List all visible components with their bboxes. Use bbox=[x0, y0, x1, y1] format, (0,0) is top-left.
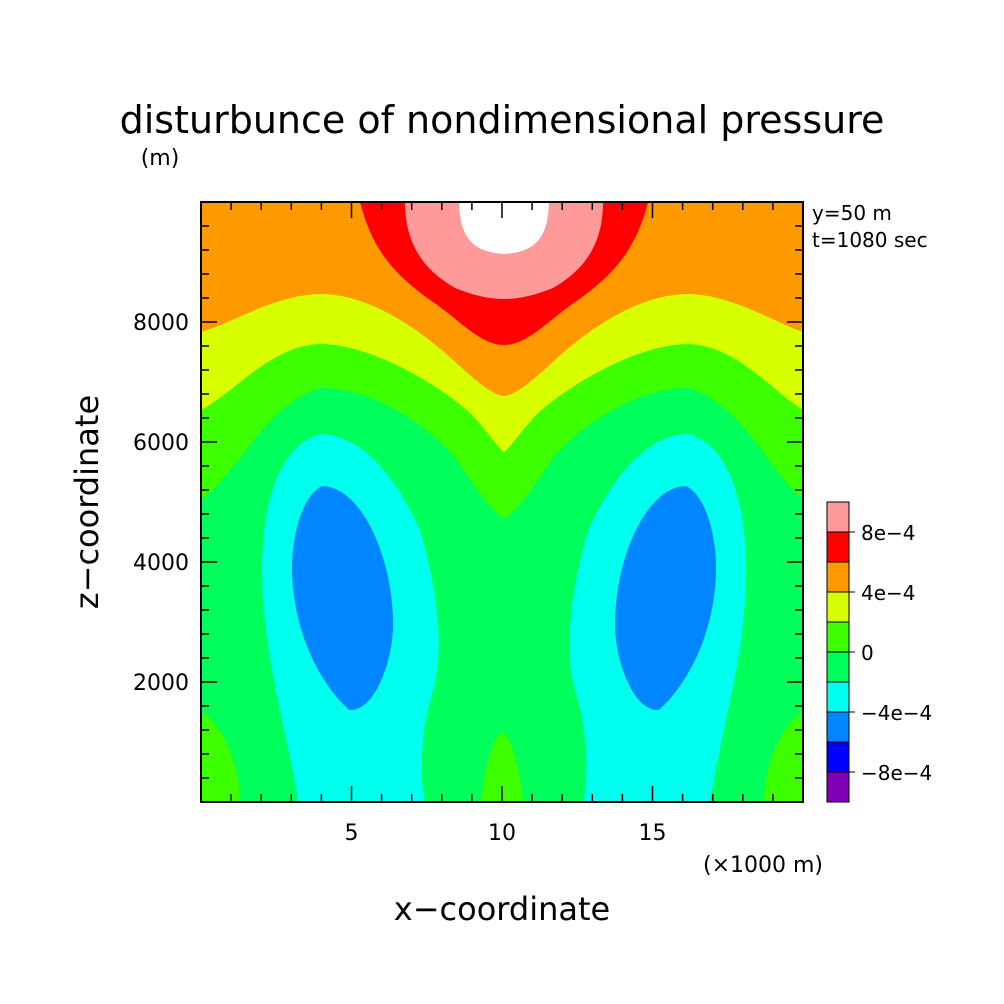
x-axis-label: x−coordinate bbox=[394, 890, 610, 928]
x-axis-unit: (×1000 m) bbox=[703, 853, 823, 878]
colorbar-swatch bbox=[826, 741, 850, 773]
x-tick-label: 15 bbox=[639, 821, 667, 846]
contour-band-center-bottom-ge-0 bbox=[481, 732, 523, 802]
contour-band-upper-ge-10e-4 bbox=[459, 202, 549, 254]
colorbar-swatch bbox=[826, 651, 850, 683]
x-axis: 5 10 15 bbox=[230, 202, 774, 846]
colorbar-swatch bbox=[826, 621, 850, 653]
contour-band-left-lt-minus-4e-4 bbox=[292, 486, 393, 711]
colorbar-label: −4e−4 bbox=[861, 701, 932, 725]
y-tick-label: 4000 bbox=[133, 551, 189, 576]
contour-band-right-lt-minus-4e-4 bbox=[615, 486, 716, 711]
annotation-block: y=50 m t=1080 sec bbox=[812, 201, 928, 252]
annotation-time: t=1080 sec bbox=[812, 228, 928, 252]
annotation-y-position: y=50 m bbox=[812, 201, 892, 225]
colorbar-swatch bbox=[826, 591, 850, 623]
y-axis-label: z−coordinate bbox=[68, 395, 106, 609]
colorbar-swatch bbox=[826, 711, 850, 743]
chart-title: disturbunce of nondimensional pressure bbox=[120, 98, 885, 142]
y-axis-unit: (m) bbox=[141, 146, 180, 171]
plot-area bbox=[201, 202, 803, 802]
contour-band-left-corner-ge-0 bbox=[201, 712, 240, 802]
colorbar-swatch bbox=[826, 771, 850, 803]
colorbar-swatch bbox=[826, 501, 850, 533]
colorbar-label: −8e−4 bbox=[861, 761, 932, 785]
colorbar-label: 8e−4 bbox=[861, 521, 916, 545]
colorbar-swatch bbox=[826, 561, 850, 593]
y-tick-label: 2000 bbox=[133, 671, 189, 696]
contour-band-right-corner-ge-0 bbox=[764, 712, 803, 802]
y-tick-label: 6000 bbox=[133, 431, 189, 456]
y-tick-label: 8000 bbox=[133, 311, 189, 336]
colorbar-label: 0 bbox=[861, 641, 874, 665]
colorbar-swatch bbox=[826, 531, 850, 563]
colorbar-legend: −8e−4 −4e−4 0 4e−4 8e−4 bbox=[826, 501, 932, 803]
colorbar-swatch bbox=[826, 681, 850, 713]
colorbar-label: 4e−4 bbox=[861, 581, 916, 605]
x-tick-label: 10 bbox=[488, 821, 516, 846]
x-tick-label: 5 bbox=[345, 821, 359, 846]
y-axis: 2000 4000 6000 8000 bbox=[133, 225, 803, 779]
